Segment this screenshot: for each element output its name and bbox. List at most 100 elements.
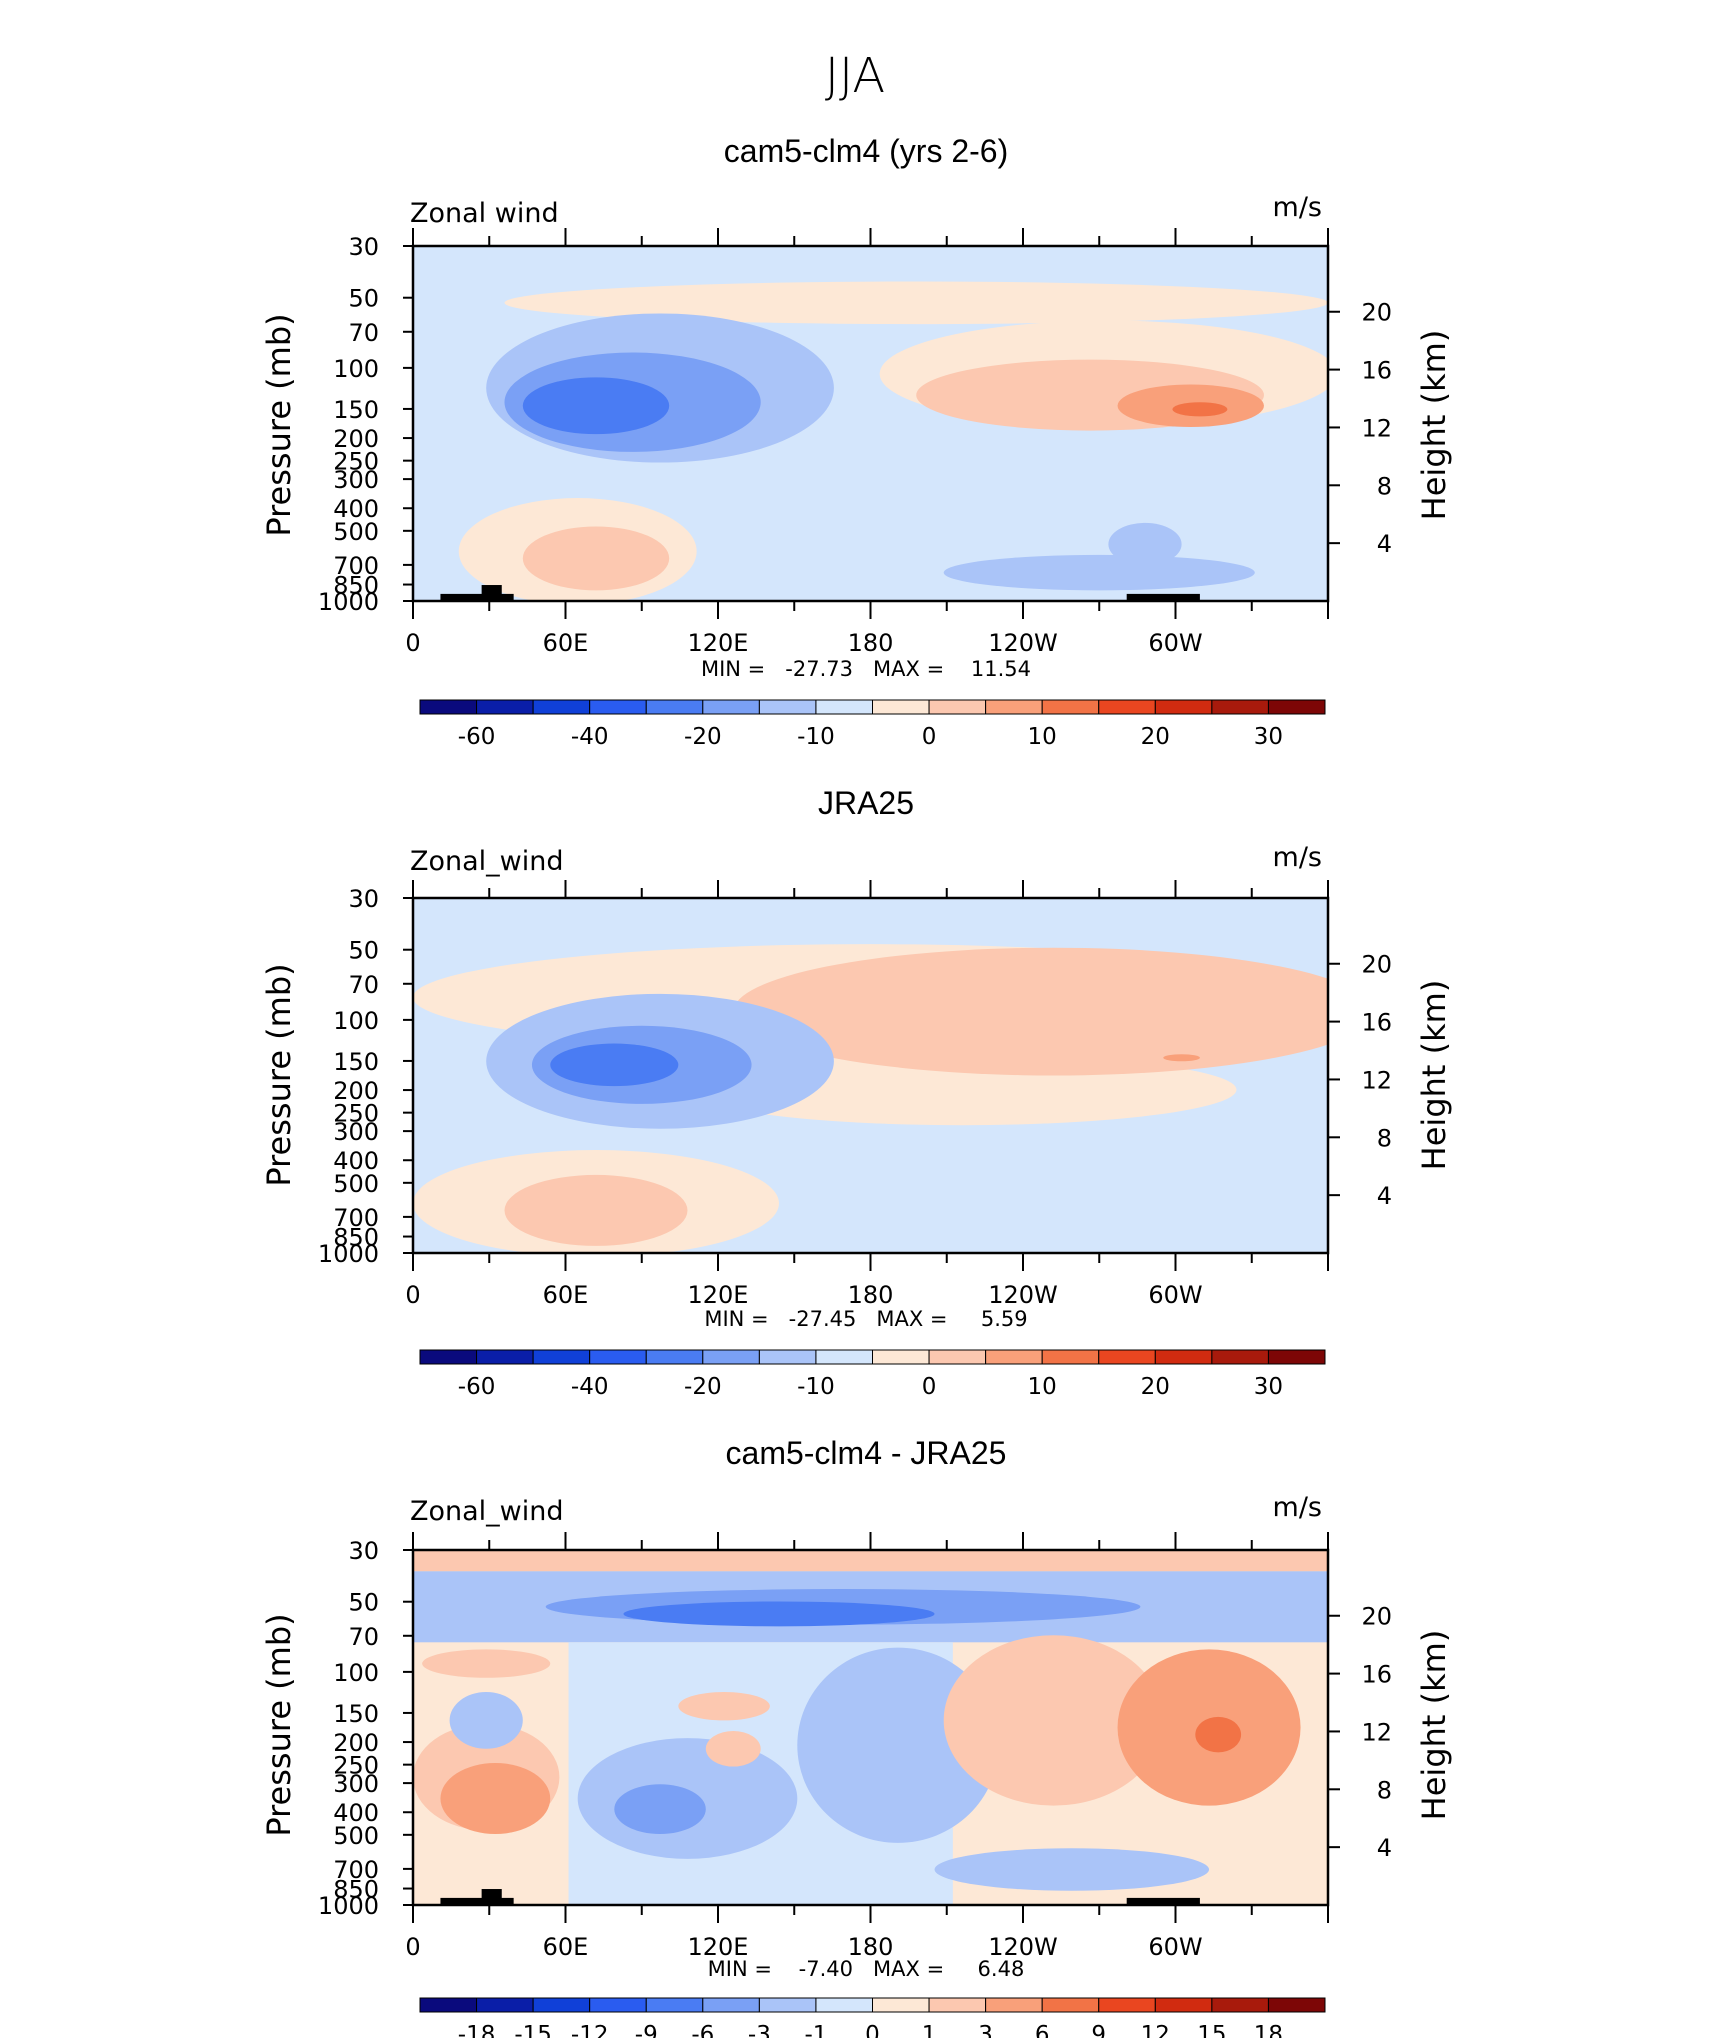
y-tick-label: 30 <box>348 1537 379 1565</box>
topography-mask <box>1126 593 1200 601</box>
colorbar-label: 18 <box>1254 2022 1283 2038</box>
colorbar-swatch <box>758 1997 817 2013</box>
colorbar-swatch <box>702 699 760 715</box>
y2-axis-title: Height (km) <box>1415 330 1453 521</box>
contour-band <box>504 281 1328 325</box>
x-tick-label: 60W <box>1148 629 1202 657</box>
colorbar-swatch <box>985 699 1043 715</box>
y-axis-title: Pressure (mb) <box>260 963 298 1186</box>
y-tick-label: 150 <box>333 1700 379 1728</box>
colorbar-swatch <box>1041 699 1100 715</box>
colorbar-label: -10 <box>797 724 835 750</box>
colorbar-label: -20 <box>684 724 722 750</box>
y-tick-label: 250 <box>333 448 379 476</box>
colorbar-swatch <box>1154 1997 1213 2013</box>
y-tick-label: 850 <box>333 1224 379 1252</box>
y2-tick-label: 8 <box>1377 1776 1392 1804</box>
y-tick-label: 70 <box>348 1623 379 1651</box>
panel-difference: cam5-clm4 - JRA25 Zonal_wind m/s Pressur… <box>260 1435 1453 2038</box>
y2-tick-label: 20 <box>1361 299 1392 327</box>
y-tick-label: 70 <box>348 319 379 347</box>
stats-label: MIN = -27.45 MAX = 5.59 <box>704 1307 1027 1331</box>
panel-title: cam5-clm4 - JRA25 <box>726 1435 1007 1471</box>
y-tick-label: 100 <box>333 1007 379 1035</box>
y2-tick-label: 12 <box>1361 1066 1392 1094</box>
y-tick-label: 500 <box>333 518 379 546</box>
y-tick-label: 700 <box>333 1856 379 1884</box>
y-axis-title: Pressure (mb) <box>260 313 298 536</box>
colorbar-swatch <box>872 1349 930 1365</box>
colorbar-label: -10 <box>797 1374 835 1400</box>
y-tick-label: 200 <box>333 1729 379 1757</box>
y-tick-label: 250 <box>333 1100 379 1128</box>
x-tick-label: 0 <box>405 1281 420 1309</box>
colorbar-swatch <box>702 1349 760 1365</box>
colorbar-label: 0 <box>922 724 937 750</box>
y-tick-label: 700 <box>333 552 379 580</box>
contour-band <box>943 1635 1164 1806</box>
x-tick-label: 60W <box>1148 1281 1202 1309</box>
colorbar-label: -40 <box>571 1374 609 1400</box>
panel-title: cam5-clm4 (yrs 2-6) <box>724 133 1008 169</box>
colorbar-swatch <box>758 1349 817 1365</box>
colorbar-swatch <box>928 1997 987 2013</box>
colorbar-swatch <box>532 1349 591 1365</box>
colorbar-swatch <box>476 699 534 715</box>
contour-band <box>705 1731 761 1767</box>
y-tick-label: 100 <box>333 1659 379 1687</box>
x-tick-label: 60W <box>1148 1933 1202 1961</box>
panel-title: JRA25 <box>818 785 914 821</box>
colorbar-label: -60 <box>458 1374 496 1400</box>
colorbar-label: -9 <box>635 2022 658 2038</box>
colorbar-label: 30 <box>1254 1374 1283 1400</box>
y-tick-label: 850 <box>333 1876 379 1904</box>
colorbar-swatch <box>645 699 704 715</box>
colorbar-swatch <box>532 699 591 715</box>
colorbar-label: 12 <box>1141 2022 1170 2038</box>
colorbar-swatch <box>532 1997 591 2013</box>
colorbar-swatch <box>815 1997 873 2013</box>
colorbar-swatch <box>1041 1997 1100 2013</box>
contour-band <box>1163 1054 1200 1062</box>
colorbar-swatch <box>985 1997 1043 2013</box>
y-tick-label: 150 <box>333 1048 379 1076</box>
colorbar-swatch <box>928 1349 987 1365</box>
x-tick-label: 180 <box>848 629 894 657</box>
y-tick-label: 50 <box>348 937 379 965</box>
colorbar-label: 0 <box>922 1374 937 1400</box>
y2-tick-label: 20 <box>1361 1603 1392 1631</box>
y-tick-label: 500 <box>333 1170 379 1198</box>
contour-band <box>934 1848 1210 1891</box>
y-tick-label: 50 <box>348 1589 379 1617</box>
colorbar-label: 6 <box>1035 2022 1050 2038</box>
colorbar-label: 1 <box>922 2022 937 2038</box>
y2-tick-label: 16 <box>1361 357 1392 385</box>
y2-tick-label: 12 <box>1361 414 1392 442</box>
colorbar-swatch <box>419 1997 478 2013</box>
colorbar-swatch <box>1098 1349 1156 1365</box>
page-title: JJA <box>825 48 885 104</box>
topography-mask <box>440 1897 514 1905</box>
colorbar-swatch <box>758 699 817 715</box>
x-tick-label: 120E <box>688 1281 749 1309</box>
colorbar-label: 10 <box>1028 724 1057 750</box>
colorbar-swatch <box>1098 1997 1156 2013</box>
contour-band <box>943 554 1255 591</box>
colorbar-swatch <box>1041 1349 1100 1365</box>
panel-model: cam5-clm4 (yrs 2-6) Zonal wind m/s Press… <box>260 133 1453 750</box>
colorbar-label: 0 <box>865 2022 880 2038</box>
x-tick-label: 60E <box>543 1281 589 1309</box>
y2-tick-label: 16 <box>1361 1661 1392 1689</box>
x-tick-label: 0 <box>405 629 420 657</box>
contour-band <box>522 377 670 435</box>
contour-field <box>413 1550 1328 1905</box>
y2-tick-label: 8 <box>1377 472 1392 500</box>
x-tick-label: 180 <box>848 1281 894 1309</box>
y2-axis-title: Height (km) <box>1415 980 1453 1171</box>
colorbar-swatch <box>872 699 930 715</box>
contour-band <box>522 526 670 591</box>
colorbar-label: 20 <box>1141 724 1170 750</box>
colorbar-swatch <box>1154 699 1213 715</box>
y-tick-label: 100 <box>333 355 379 383</box>
contour-band <box>678 1692 770 1721</box>
